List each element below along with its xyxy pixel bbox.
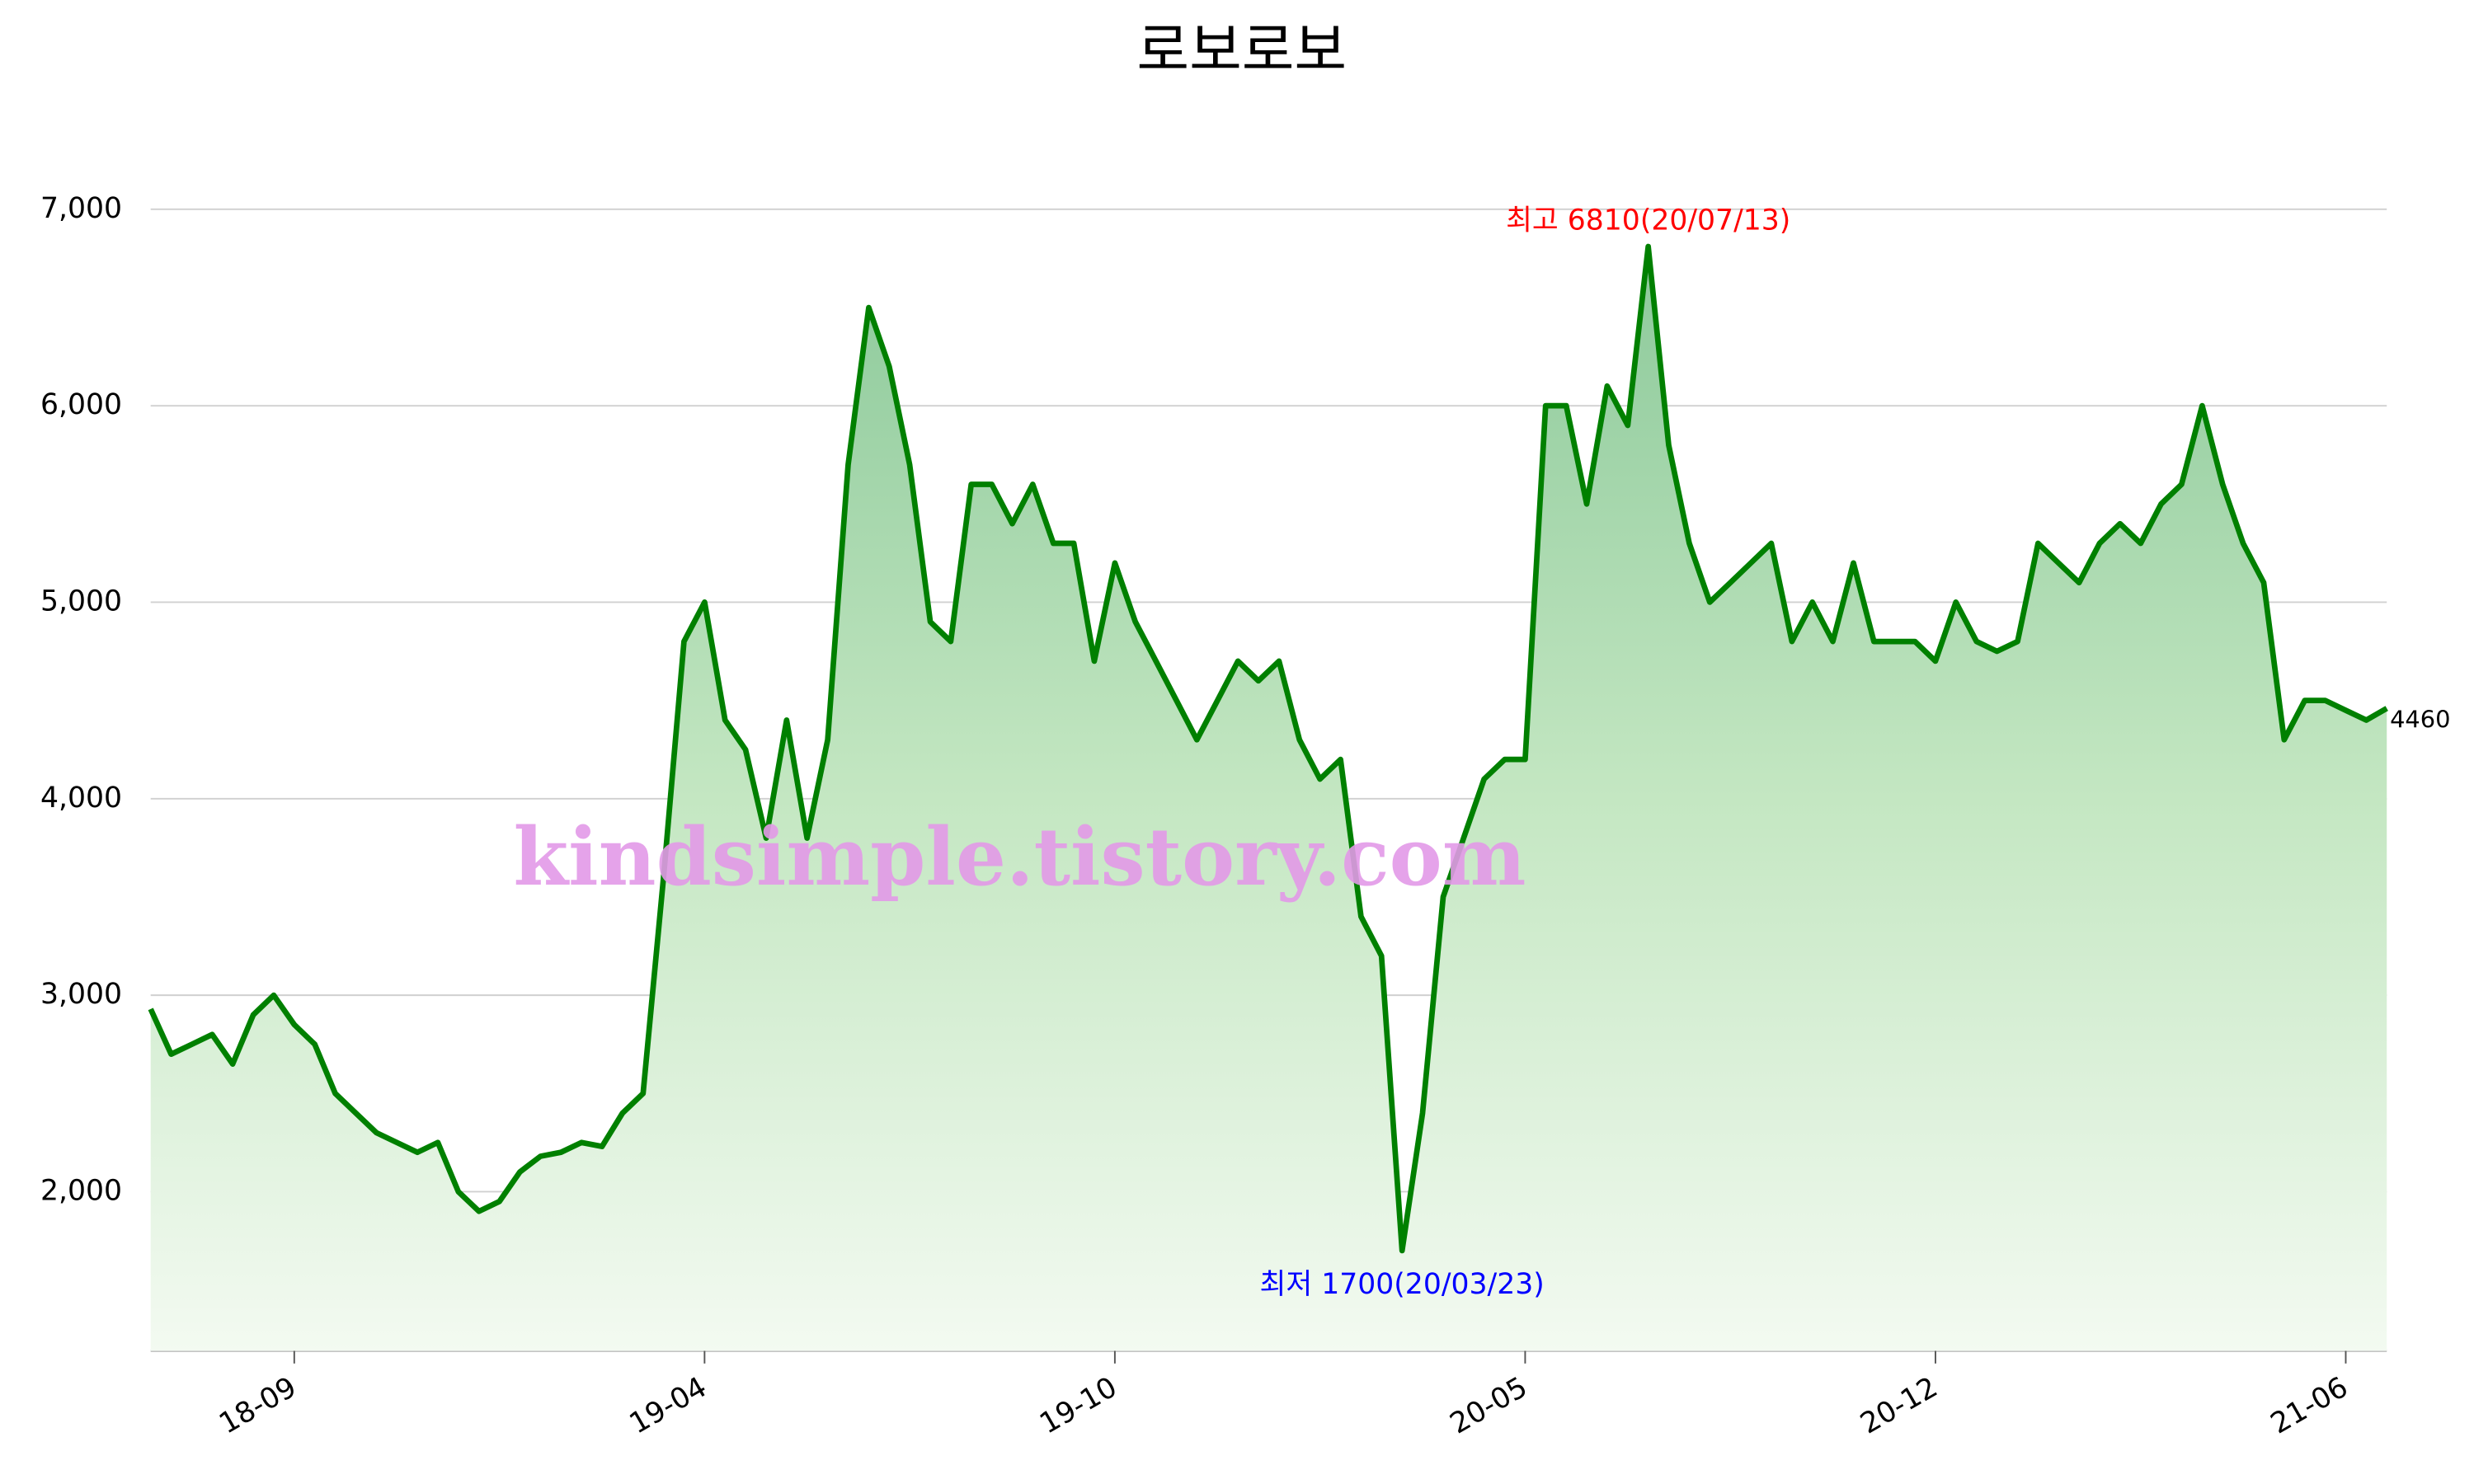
- y-tick-label: 7,000: [40, 192, 122, 225]
- chart-title: 로보로보: [1136, 17, 1347, 83]
- annotation: 4460: [2390, 706, 2450, 734]
- y-tick-label: 6,000: [40, 388, 122, 421]
- x-tick-label: 19-10: [1034, 1371, 1122, 1441]
- x-tick-label: 20-12: [1855, 1371, 1943, 1441]
- y-tick-label: 3,000: [40, 978, 122, 1011]
- area: [150, 247, 2387, 1351]
- x-tick-label: 21-06: [2265, 1371, 2354, 1441]
- line: [148, 243, 2388, 1254]
- y-tick-label: 2,000: [40, 1174, 122, 1207]
- annotation: 최저 1700(20/03/23): [1260, 1268, 1545, 1301]
- x-tick-label: 20-05: [1445, 1371, 1533, 1441]
- x-tick-label: 18-09: [214, 1371, 302, 1441]
- y-tick-label: 4,000: [40, 782, 122, 815]
- annotation: 최고 6810(20/07/13): [1506, 204, 1790, 237]
- watermark: kindsimple.tistory.com: [514, 810, 1526, 904]
- y-tick-label: 5,000: [40, 585, 122, 618]
- x-tick-label: 19-04: [624, 1371, 713, 1441]
